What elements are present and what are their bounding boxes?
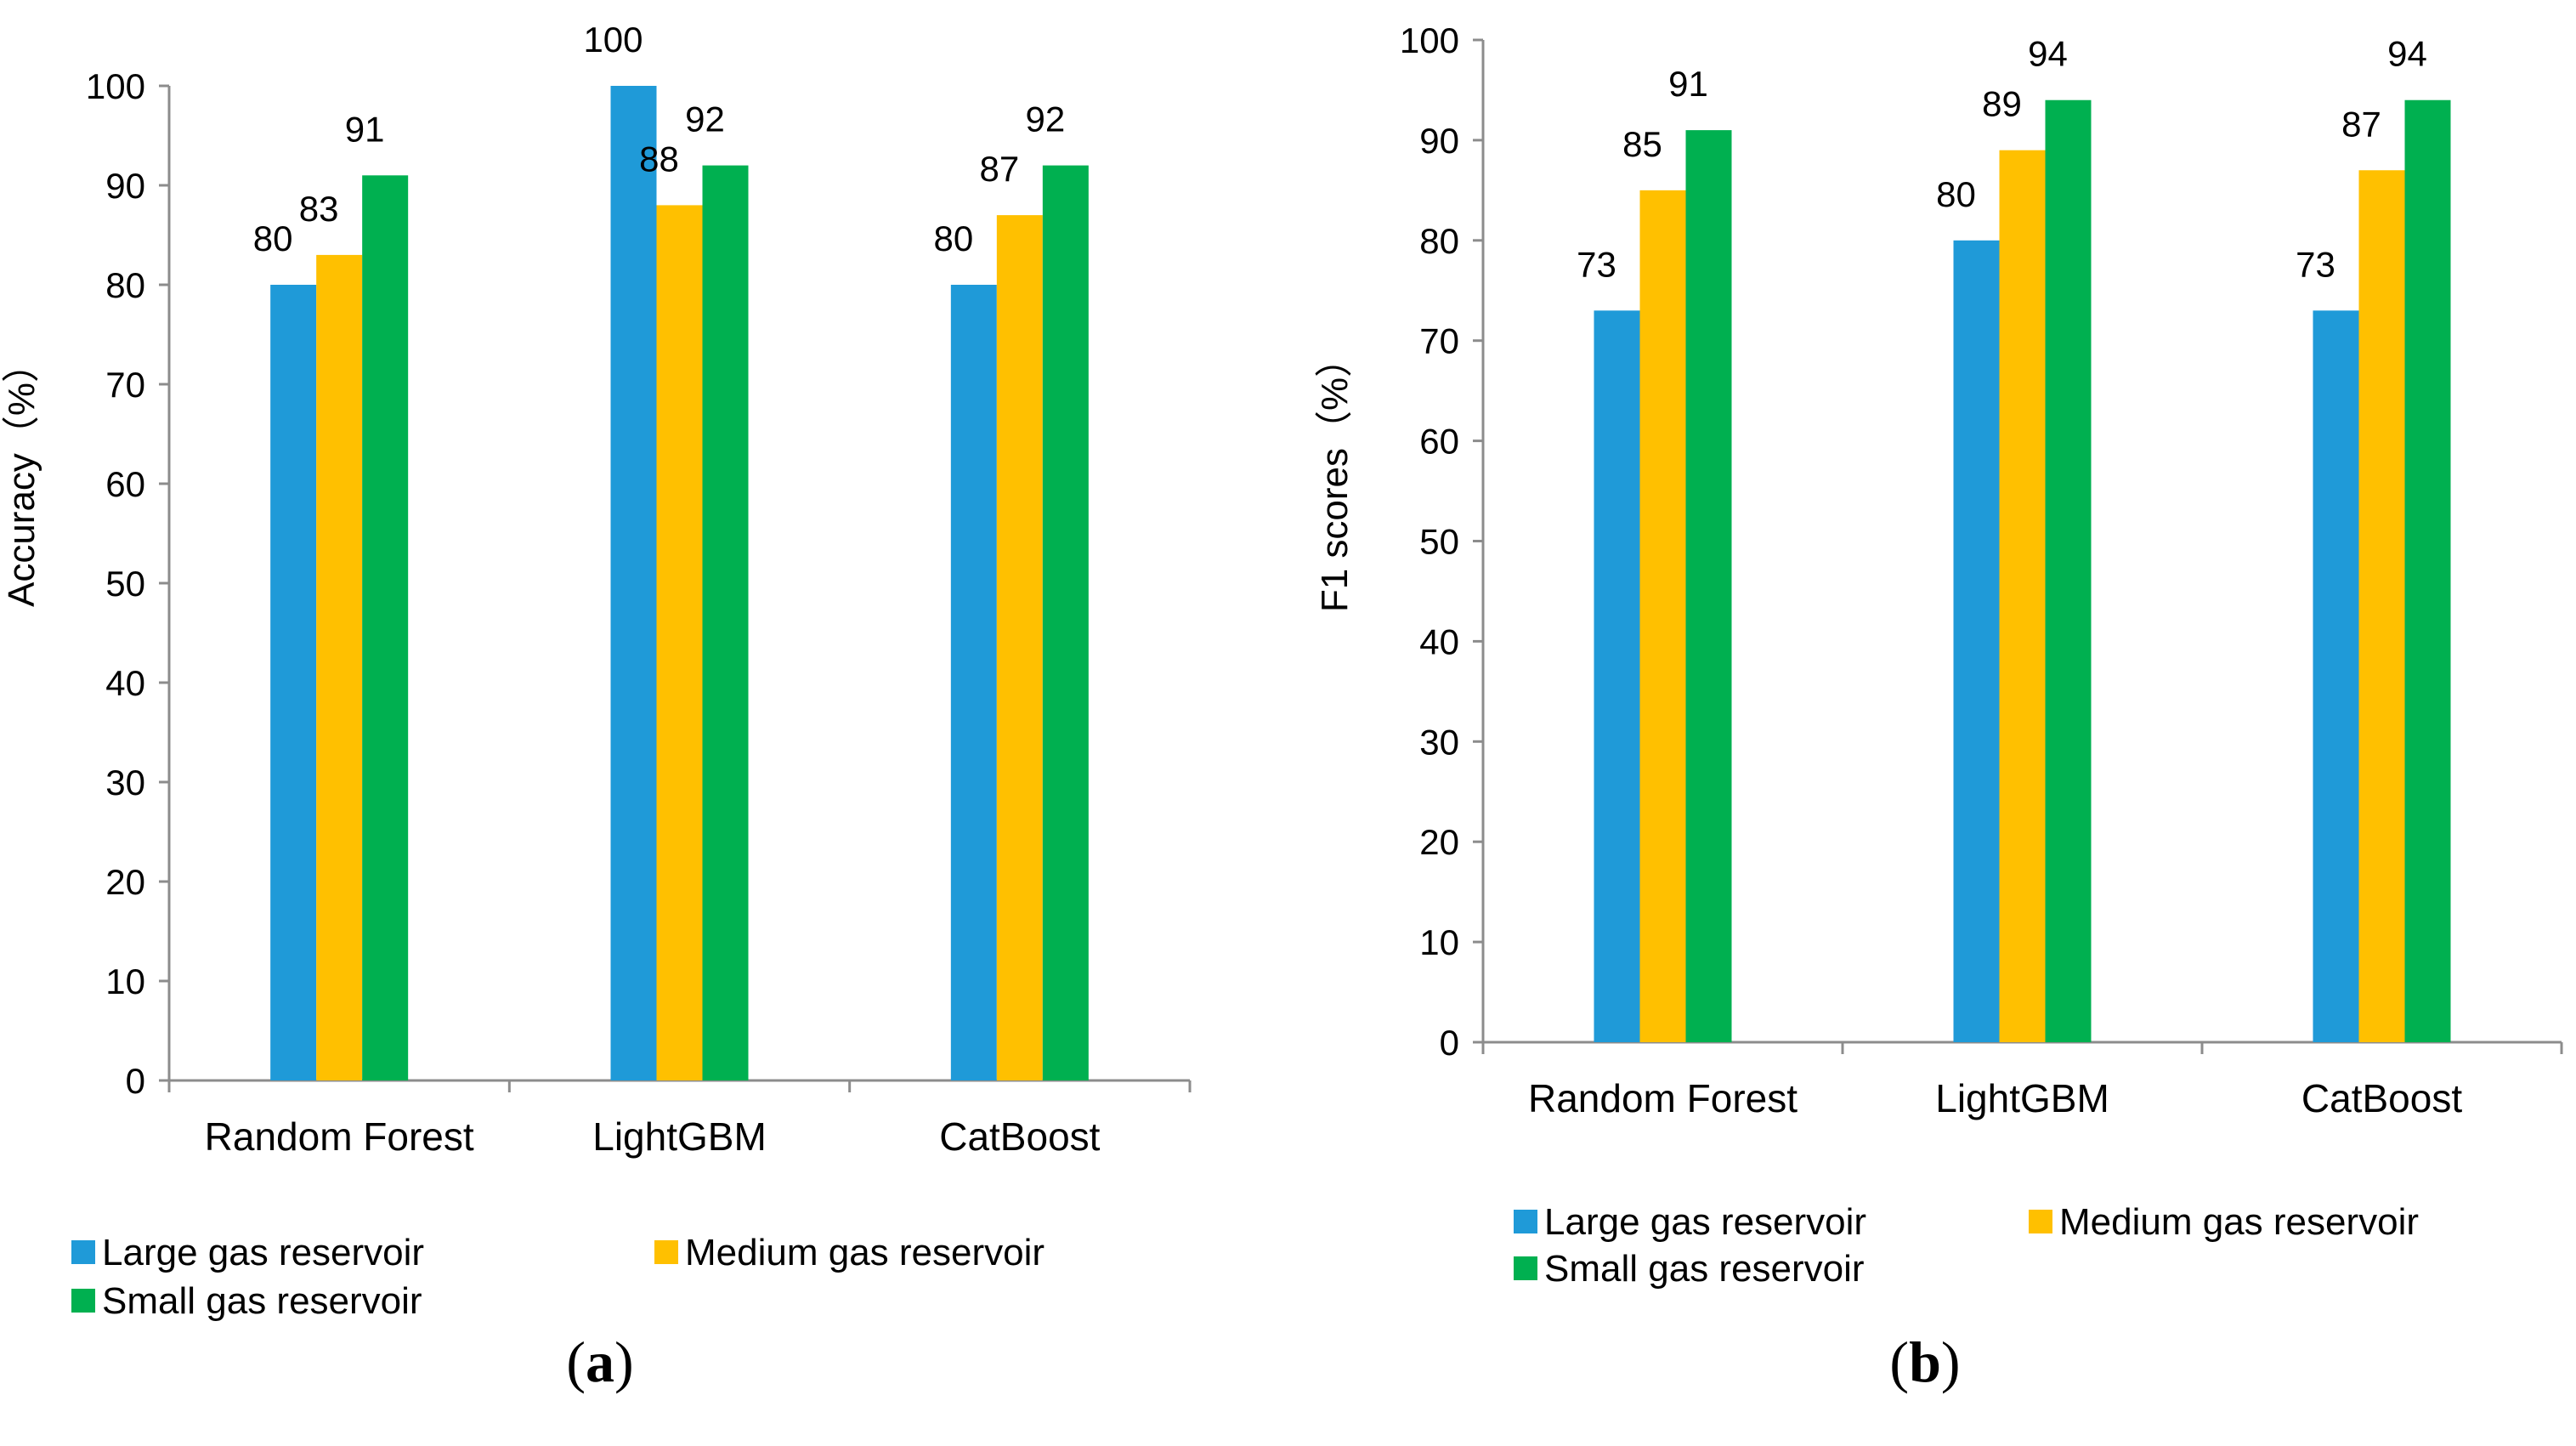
y-tick-label: 10 (1419, 922, 1459, 962)
bar-small-gas-reservoir (2045, 99, 2092, 1043)
bar-large-gas-reservoir (610, 86, 657, 1080)
y-tick-label: 70 (105, 365, 145, 405)
y-tick-label: 80 (105, 265, 145, 305)
y-tick-label: 0 (1440, 1023, 1459, 1063)
y-tick-label: 90 (1419, 121, 1459, 161)
bar-small-gas-reservoir (1685, 130, 1732, 1043)
y-tick-label: 20 (1419, 822, 1459, 862)
y-tick-label: 100 (1400, 20, 1459, 60)
data-label: 89 (1982, 84, 2022, 124)
y-tick-label: 50 (1419, 522, 1459, 562)
data-label: 83 (299, 189, 339, 229)
bar-medium-gas-reservoir (1999, 150, 2046, 1043)
bar-large-gas-reservoir (1953, 240, 2000, 1042)
data-label: 94 (2028, 34, 2068, 74)
data-label: 92 (685, 99, 725, 139)
bar-medium-gas-reservoir (1639, 190, 1686, 1043)
data-label: 85 (1622, 124, 1662, 164)
panel-label-open: ( (1889, 1330, 1909, 1394)
legend-entry: Small gas reservoir (102, 1280, 422, 1322)
y-axis-title: F1 scores（%） (1314, 340, 1356, 612)
y-tick-label: 100 (86, 66, 145, 106)
bar-medium-gas-reservoir (656, 205, 703, 1080)
panel-label-letter: b (1909, 1330, 1941, 1394)
data-label: 80 (933, 218, 973, 258)
bar-small-gas-reservoir (2404, 99, 2451, 1043)
panel-label-close: ) (1941, 1330, 1961, 1394)
y-tick-label: 60 (1419, 422, 1459, 462)
legend: Large gas reservoir Medium gas reservoir S… (1514, 1201, 2419, 1290)
y-tick-label: 30 (105, 763, 145, 802)
x-category-label: LightGBM (1935, 1076, 2109, 1120)
y-tick-label: 50 (105, 564, 145, 604)
bar-small-gas-reservoir (362, 175, 409, 1080)
x-category-label: CatBoost (2301, 1076, 2462, 1120)
y-axis-title: Accuracy（%） (1, 345, 42, 607)
y-tick-label: 70 (1419, 321, 1459, 361)
panel-label: (a) (566, 1330, 633, 1394)
legend-swatch (2029, 1210, 2052, 1233)
data-label: 100 (583, 20, 643, 60)
legend-entry: Medium gas reservoir (2059, 1201, 2419, 1243)
legend-swatch (654, 1240, 678, 1264)
y-tick-label: 20 (105, 862, 145, 902)
bar-medium-gas-reservoir (996, 215, 1043, 1081)
bar-small-gas-reservoir (1042, 165, 1089, 1081)
x-category-label: CatBoost (939, 1114, 1100, 1159)
data-label: 80 (1936, 174, 1976, 214)
y-tick-label: 90 (105, 166, 145, 206)
y-tick-label: 10 (105, 961, 145, 1001)
bar-medium-gas-reservoir (2358, 170, 2405, 1042)
y-tick-label: 80 (1419, 221, 1459, 261)
bar-large-gas-reservoir (2313, 310, 2359, 1043)
bar-large-gas-reservoir (1594, 310, 1640, 1043)
panel-label-open: ( (566, 1330, 586, 1394)
data-label: 73 (1577, 244, 1616, 284)
legend-entry: Large gas reservoir (102, 1232, 424, 1273)
legend-entry: Medium gas reservoir (685, 1232, 1045, 1273)
y-tick-label: 40 (1419, 621, 1459, 661)
panel-label-close: ) (614, 1330, 634, 1394)
bar-large-gas-reservoir (950, 285, 997, 1080)
y-tick-label: 40 (105, 663, 145, 703)
bar-small-gas-reservoir (702, 165, 749, 1081)
legend-swatch (1514, 1210, 1537, 1233)
data-label: 91 (1668, 64, 1708, 104)
y-tick-label: 0 (126, 1061, 145, 1101)
y-tick-label: 30 (1419, 722, 1459, 762)
data-label: 92 (1025, 99, 1065, 139)
bar-large-gas-reservoir (270, 285, 317, 1080)
data-label: 80 (253, 218, 293, 258)
data-label: 87 (979, 149, 1019, 189)
legend-entry: Large gas reservoir (1544, 1201, 1866, 1243)
legend-entry: Small gas reservoir (1544, 1248, 1865, 1290)
panel-label: (b) (1889, 1330, 1960, 1394)
panel-label-letter: a (586, 1330, 614, 1394)
legend: Large gas reservoir Medium gas reservoir S… (71, 1232, 1045, 1322)
data-label: 87 (2341, 104, 2381, 144)
x-category-label: LightGBM (592, 1114, 767, 1159)
legend-swatch (71, 1240, 95, 1264)
y-tick-label: 60 (105, 464, 145, 504)
legend-swatch (1514, 1256, 1537, 1280)
bar-medium-gas-reservoir (316, 254, 363, 1080)
data-label: 73 (2296, 244, 2335, 284)
x-category-label: Random Forest (205, 1114, 474, 1159)
data-label: 91 (345, 109, 385, 149)
data-label: 88 (639, 139, 679, 179)
data-label: 94 (2387, 34, 2427, 74)
x-category-label: Random Forest (1528, 1076, 1798, 1120)
legend-swatch (71, 1289, 95, 1313)
